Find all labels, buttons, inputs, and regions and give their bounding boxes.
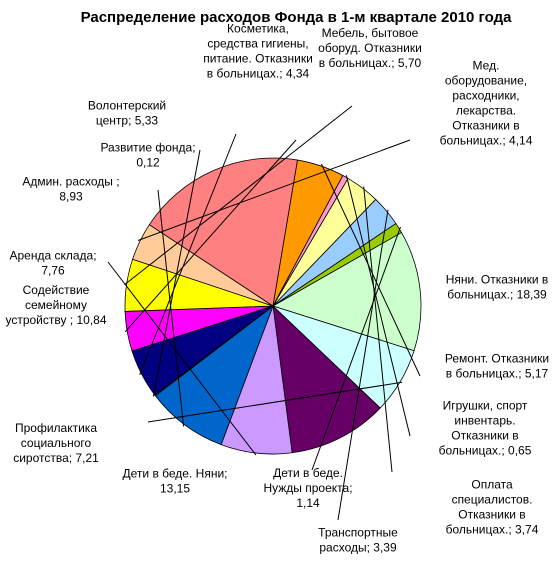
slice-label: Мед. оборудование, расходники, лекарства. От… — [440, 59, 533, 148]
slice-label-line: устройству ; 10,84 — [5, 313, 106, 327]
slice-label-line: сиротства; 7,21 — [13, 451, 99, 465]
leader-line — [124, 105, 353, 286]
slice-label: Волонтерский центр; 5,33 — [88, 99, 166, 128]
slice-label-line: средства гигиены, — [207, 37, 308, 51]
slice-label-line: Аренда склада; — [9, 249, 96, 263]
slice-label: Админ. расходы ; 8,93 — [22, 175, 119, 204]
leader-line — [147, 381, 403, 423]
slice-label-line: расходы; 3,39 — [319, 541, 397, 555]
pie-slice — [272, 304, 381, 454]
slice-label-line: семейному — [25, 298, 87, 312]
pie-slice — [154, 304, 274, 446]
pie-slice — [131, 305, 274, 396]
slice-label-line: Мебель, бытовое — [322, 26, 419, 40]
leader-lines — [107, 105, 421, 521]
slice-label: Оплата специалистов. Отказники в больницах.… — [446, 478, 539, 537]
leader-line — [345, 175, 411, 437]
slice-label: Няни. Отказники в больницах.; 18,39 — [446, 273, 549, 302]
slice-label: Дети в беде. Нужды проекта; 1,14 — [263, 466, 352, 510]
slice-label-line: Отказники в — [452, 119, 519, 133]
leader-line — [152, 149, 201, 397]
slice-label-line: центр; 5,33 — [96, 114, 159, 128]
slice-label-line: Дети в беде. — [273, 466, 343, 480]
slice-label-line: Транспортные — [318, 526, 398, 540]
slice-label-line: Волонтерский — [88, 99, 166, 113]
slice-label-line: специалистов. — [452, 493, 533, 507]
slice-label-line: оборудование, — [445, 74, 527, 88]
slice-label: Дети в беде. Няни; 13,15 — [123, 467, 228, 496]
slice-label-line: больницах.; 18,39 — [447, 288, 547, 302]
slice-label-line: 8,93 — [59, 190, 83, 204]
slice-label: Транспортные расходы; 3,39 — [318, 526, 398, 555]
pie-slice — [272, 232, 422, 352]
slice-label-line: питание. Отказники — [203, 52, 313, 66]
slice-label-line: социального — [21, 436, 92, 450]
slice-label: Развитие фонда; 0,12 — [100, 141, 195, 170]
pie-slices — [124, 157, 422, 455]
slice-label-line: Развитие фонда; — [100, 141, 195, 155]
slice-label-line: Отказники в — [458, 508, 525, 522]
slice-label-line: 0,12 — [136, 156, 160, 170]
slice-label-line: Косметика, — [227, 22, 289, 36]
leader-line — [137, 139, 411, 241]
slice-label-line: больницах.; 3,74 — [446, 523, 539, 537]
slice-label-line: Отказники в — [451, 429, 518, 443]
slice-labels: Косметика, средства гигиены, питание. Отка… — [5, 22, 549, 555]
slice-label-line: больницах.; 4,14 — [440, 134, 533, 148]
slice-label: Игрушки, спорт инвентарь. Отказники в больн… — [439, 399, 532, 458]
slice-label: Косметика, средства гигиены, питание. Отка… — [203, 22, 313, 81]
slice-label-line: Содействие — [23, 283, 90, 297]
leader-line — [363, 186, 393, 473]
slice-label-line: Нужды проекта; — [263, 481, 352, 495]
slice-label: Профилактика социального сиротства; 7,21 — [13, 421, 99, 465]
leader-line — [139, 133, 237, 375]
slice-label-line: больницах.; 0,65 — [439, 444, 532, 458]
slice-label-line: в больницах.; 5,17 — [446, 367, 549, 381]
slice-label-line: 7,76 — [41, 264, 65, 278]
slice-label-line: Ремонт. Отказники — [445, 352, 549, 366]
slice-label: Содействие семейному устройству ; 10,84 — [5, 283, 106, 327]
chart-title: Распределение расходов Фонда в 1-м кварт… — [81, 9, 513, 26]
slice-label-line: Оплата — [471, 478, 513, 492]
slice-label-line: оборуд. Отказники — [318, 41, 422, 55]
slice-label: Мебель, бытовое оборуд. Отказники в больни… — [318, 26, 422, 70]
leader-line — [107, 261, 257, 456]
slice-label-line: Админ. расходы ; — [22, 175, 119, 189]
slice-label-line: Няни. Отказники в — [446, 273, 549, 287]
slice-label-line: инвентарь. — [454, 414, 515, 428]
slice-label-line: в больницах.; 4,34 — [207, 67, 310, 81]
slice-label: Аренда склада; 7,76 — [9, 249, 96, 278]
slice-label-line: 13,15 — [160, 482, 190, 496]
slice-label-line: Дети в беде. Няни; — [123, 467, 228, 481]
slice-label-line: Мед. — [473, 59, 500, 73]
slice-label-line: лекарства. — [456, 104, 516, 118]
leader-line — [311, 226, 401, 471]
slice-label-line: 1,14 — [296, 496, 320, 510]
slice-label-line: Игрушки, спорт — [443, 399, 528, 413]
leader-line — [337, 209, 389, 521]
leader-line — [157, 189, 185, 427]
slice-label-line: Профилактика — [15, 421, 97, 435]
slice-label: Ремонт. Отказники в больницах.; 5,17 — [445, 352, 549, 381]
leader-line — [320, 163, 421, 377]
slice-label-line: расходники, — [452, 89, 519, 103]
slice-label-line: в больницах.; 5,70 — [319, 56, 422, 70]
